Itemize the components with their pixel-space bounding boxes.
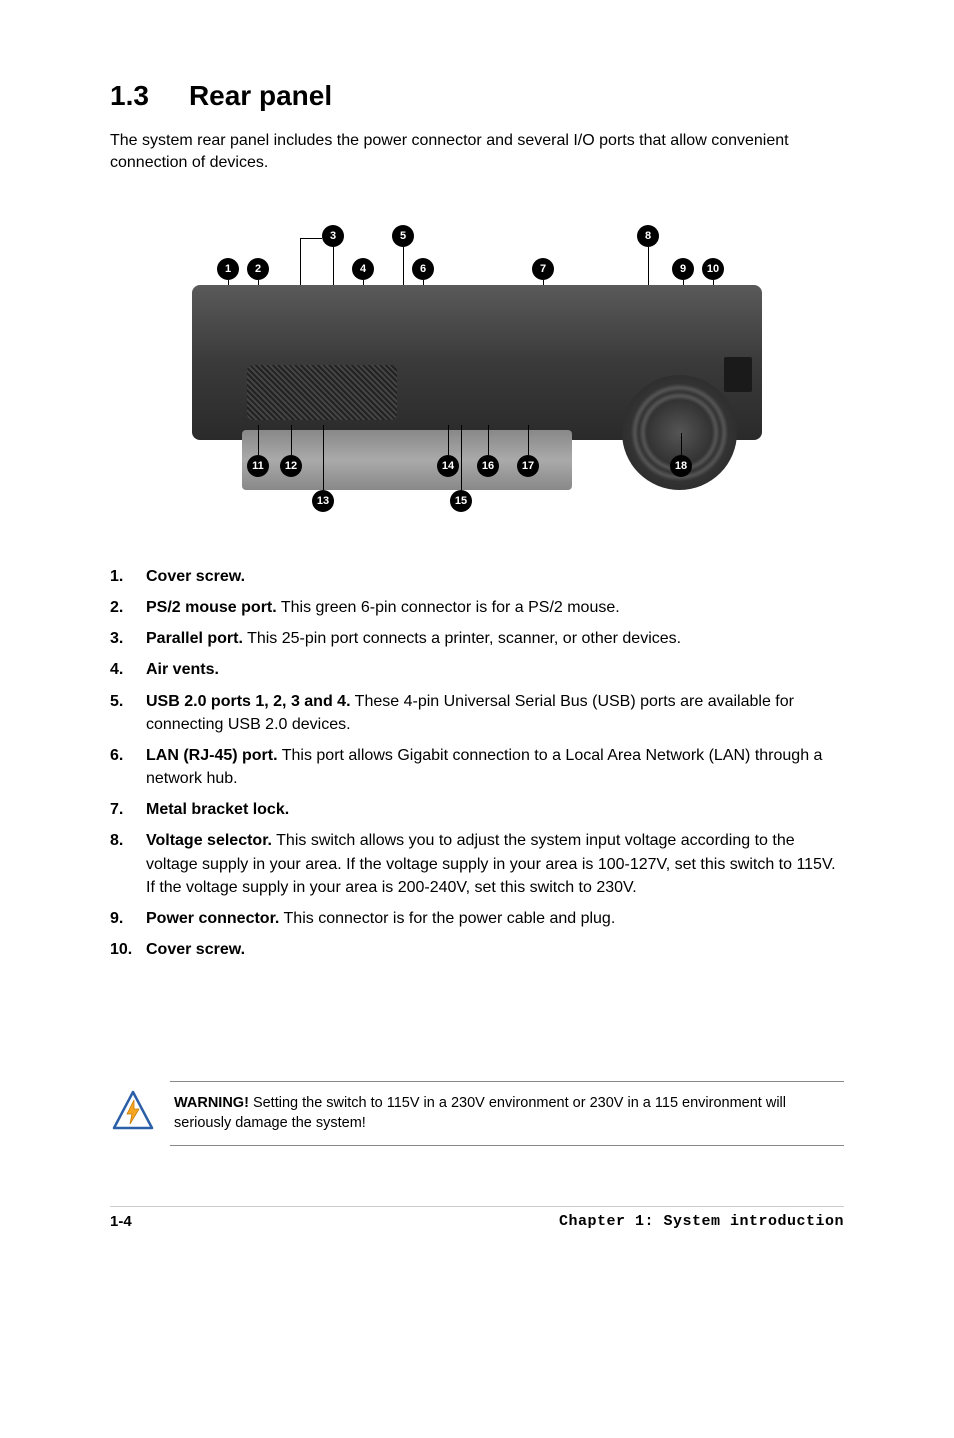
callout-16: 16: [477, 455, 499, 477]
list-item: 4. Air vents.: [110, 658, 844, 681]
page-number: 1-4: [110, 1213, 132, 1230]
callout-1: 1: [217, 258, 239, 280]
warning-text: WARNING! Setting the switch to 115V in a…: [174, 1094, 844, 1133]
warning-icon: [110, 1088, 156, 1139]
item-label: Cover screw.: [146, 568, 245, 585]
panel-power-socket: [724, 357, 752, 392]
callout-2: 2: [247, 258, 269, 280]
leader-line: [488, 425, 489, 455]
section-number: 1.3: [110, 80, 149, 112]
list-item: 9. Power connector. This connector is fo…: [110, 907, 844, 930]
panel-vents-region: [247, 365, 397, 420]
item-label: Parallel port.: [146, 630, 243, 647]
feature-list: 1. Cover screw. 2. PS/2 mouse port. This…: [110, 565, 844, 962]
section-title-text: Rear panel: [189, 80, 332, 112]
item-number: 5.: [110, 690, 146, 736]
callout-10: 10: [702, 258, 724, 280]
item-number: 4.: [110, 658, 146, 681]
item-number: 7.: [110, 798, 146, 821]
item-number: 10.: [110, 938, 146, 961]
leader-line: [528, 425, 529, 455]
list-item: 1. Cover screw.: [110, 565, 844, 588]
leader-line: [323, 425, 324, 490]
chapter-title: Chapter 1: System introduction: [559, 1213, 844, 1230]
callout-18: 18: [670, 455, 692, 477]
section-heading: 1.3 Rear panel: [110, 80, 844, 112]
callout-5: 5: [392, 225, 414, 247]
item-number: 2.: [110, 596, 146, 619]
list-item: 10. Cover screw.: [110, 938, 844, 961]
warning-label: WARNING!: [174, 1095, 249, 1111]
item-label: Power connector.: [146, 910, 279, 927]
item-number: 9.: [110, 907, 146, 930]
item-label: LAN (RJ-45) port.: [146, 747, 278, 764]
leader-line: [291, 425, 292, 455]
leader-line: [258, 425, 259, 455]
leader-line: [448, 425, 449, 455]
leader-line: [681, 433, 682, 455]
item-desc: This connector is for the power cable an…: [279, 910, 615, 927]
list-item: 6. LAN (RJ-45) port. This port allows Gi…: [110, 744, 844, 790]
item-number: 8.: [110, 829, 146, 899]
item-number: 1.: [110, 565, 146, 588]
rear-panel-photo: [192, 285, 762, 440]
rear-panel-diagram: 1 2 3 4 5 6 7 8 9 10 11 12 13 14: [110, 215, 844, 535]
callout-9: 9: [672, 258, 694, 280]
list-item: 2. PS/2 mouse port. This green 6-pin con…: [110, 596, 844, 619]
item-label: USB 2.0 ports 1, 2, 3 and 4.: [146, 693, 351, 710]
callout-17: 17: [517, 455, 539, 477]
callout-3: 3: [322, 225, 344, 247]
list-item: 5. USB 2.0 ports 1, 2, 3 and 4. These 4-…: [110, 690, 844, 736]
warning-callout: WARNING! Setting the switch to 115V in a…: [170, 1081, 844, 1146]
callout-14: 14: [437, 455, 459, 477]
callout-13: 13: [312, 490, 334, 512]
callout-8: 8: [637, 225, 659, 247]
item-number: 3.: [110, 627, 146, 650]
callout-11: 11: [247, 455, 269, 477]
item-label: PS/2 mouse port.: [146, 599, 277, 616]
callout-12: 12: [280, 455, 302, 477]
callout-7: 7: [532, 258, 554, 280]
list-item: 7. Metal bracket lock.: [110, 798, 844, 821]
item-desc: This green 6-pin connector is for a PS/2…: [277, 599, 620, 616]
leader-line: [461, 425, 462, 490]
callout-15: 15: [450, 490, 472, 512]
item-label: Cover screw.: [146, 941, 245, 958]
item-number: 6.: [110, 744, 146, 790]
list-item: 8. Voltage selector. This switch allows …: [110, 829, 844, 899]
item-label: Air vents.: [146, 661, 219, 678]
list-item: 3. Parallel port. This 25-pin port conne…: [110, 627, 844, 650]
page-footer: 1-4 Chapter 1: System introduction: [110, 1206, 844, 1230]
intro-paragraph: The system rear panel includes the power…: [110, 130, 844, 175]
leader-line: [300, 238, 322, 239]
item-label: Metal bracket lock.: [146, 801, 289, 818]
item-label: Voltage selector.: [146, 832, 272, 849]
item-desc: This 25-pin port connects a printer, sca…: [243, 630, 681, 647]
callout-6: 6: [412, 258, 434, 280]
callout-4: 4: [352, 258, 374, 280]
warning-body: Setting the switch to 115V in a 230V env…: [174, 1095, 786, 1131]
